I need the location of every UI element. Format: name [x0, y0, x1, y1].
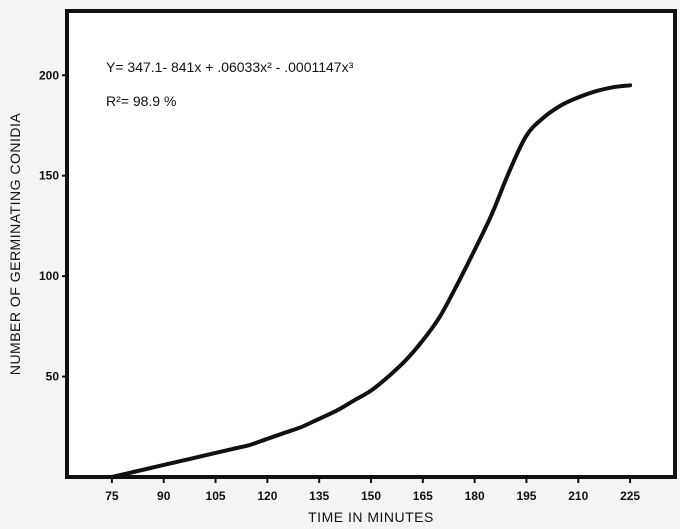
y-axis-title: NUMBER OF GERMINATING CONIDIA: [7, 113, 23, 376]
data-point-155: [386, 375, 390, 379]
data-point-225: [628, 83, 632, 87]
plot-frame: [65, 9, 677, 479]
x-tick-label-90: 90: [157, 489, 171, 503]
x-tick-label-150: 150: [361, 489, 381, 503]
data-point-200: [542, 115, 546, 119]
x-tick-label-195: 195: [516, 489, 536, 503]
data-point-140: [334, 409, 338, 413]
data-points: [110, 83, 632, 479]
x-tick-label-135: 135: [309, 489, 329, 503]
y-tick-label-150: 150: [39, 169, 59, 183]
data-point-75: [110, 475, 114, 479]
equation-annotation: Y= 347.1- 841x + .06033x² - .0001147x³: [106, 59, 354, 75]
x-tick-label-210: 210: [568, 489, 588, 503]
y-axis-ticks: 50 100 150 200: [39, 68, 67, 384]
data-point-80: [127, 471, 131, 475]
x-axis-ticks: 75 90 105 120 135 150 165 180 195 210 225: [105, 477, 640, 503]
data-point-120: [265, 437, 269, 441]
data-point-215: [594, 89, 598, 93]
data-point-175: [455, 282, 459, 286]
x-tick-label-225: 225: [620, 489, 640, 503]
x-tick-label-165: 165: [413, 489, 433, 503]
data-point-180: [473, 248, 477, 252]
data-point-110: [231, 447, 235, 451]
r-squared-annotation: R²= 98.9 %: [106, 93, 176, 109]
data-point-100: [196, 455, 200, 459]
y-tick-label-200: 200: [39, 68, 59, 82]
data-point-160: [404, 359, 408, 362]
data-point-145: [352, 399, 356, 403]
data-point-150: [369, 389, 373, 393]
data-point-220: [611, 85, 615, 89]
data-point-190: [507, 170, 511, 174]
x-tick-label-180: 180: [465, 489, 485, 503]
y-tick-label-100: 100: [39, 269, 59, 283]
data-point-135: [317, 417, 321, 421]
data-point-205: [559, 103, 563, 107]
x-tick-label-75: 75: [105, 489, 119, 503]
data-point-105: [214, 451, 218, 455]
x-tick-label-105: 105: [206, 489, 226, 503]
y-tick-label-50: 50: [46, 370, 60, 384]
data-point-125: [283, 431, 287, 435]
data-point-85: [144, 467, 148, 471]
data-point-130: [300, 425, 304, 429]
data-point-210: [576, 95, 580, 99]
x-axis-title: TIME IN MINUTES: [308, 509, 434, 525]
data-point-170: [438, 314, 442, 318]
data-point-115: [248, 443, 252, 447]
data-point-95: [179, 459, 183, 463]
x-tick-label-120: 120: [257, 489, 277, 503]
data-point-165: [421, 338, 425, 342]
data-point-185: [490, 212, 494, 216]
data-point-90: [162, 463, 166, 467]
data-point-195: [524, 134, 528, 138]
